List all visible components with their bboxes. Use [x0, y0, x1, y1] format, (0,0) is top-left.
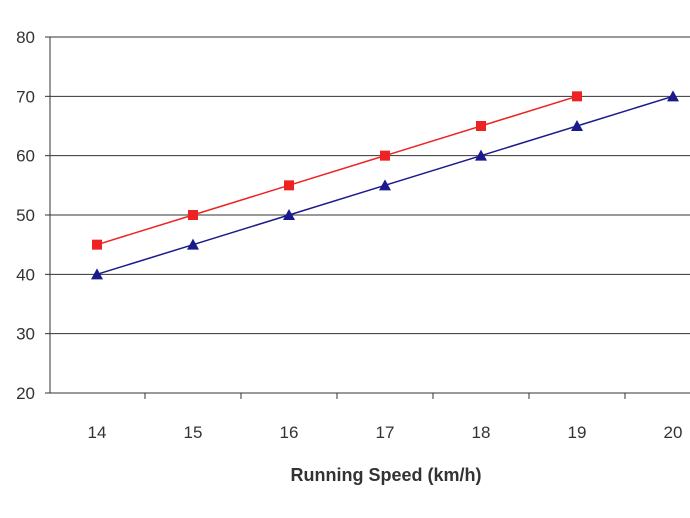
x-tick-label: 18 — [472, 423, 491, 442]
x-tick-label: 16 — [280, 423, 299, 442]
series-1 — [92, 91, 582, 250]
data-point-triangle — [283, 209, 295, 220]
y-tick-label: 30 — [16, 325, 35, 344]
data-point-triangle — [667, 90, 679, 102]
x-tick-label: 20 — [664, 423, 683, 442]
data-point-square — [92, 239, 102, 250]
y-tick-label: 80 — [16, 28, 35, 47]
data-point-square — [188, 210, 198, 220]
data-point-triangle — [571, 120, 583, 131]
data-point-square — [284, 180, 294, 191]
data-point-triangle — [187, 238, 199, 250]
series-line — [96, 95, 578, 246]
x-tick-label: 17 — [376, 423, 395, 442]
x-tick-label: 15 — [184, 423, 203, 442]
y-tick-label: 70 — [16, 87, 35, 106]
data-point-triangle — [91, 268, 103, 280]
data-point-square — [380, 150, 390, 161]
y-tick-label: 20 — [16, 384, 35, 403]
series-layer — [91, 90, 679, 280]
gridlines — [50, 36, 690, 335]
series-2 — [91, 90, 679, 280]
x-tick-labels: 14 15 16 17 18 19 20 — [88, 423, 683, 442]
data-point-triangle — [379, 179, 391, 191]
axes — [45, 36, 690, 399]
y-tick-labels: 20 30 40 50 60 70 80 — [16, 28, 35, 403]
y-tick-label: 60 — [16, 147, 35, 166]
data-point-triangle — [475, 149, 487, 161]
data-point-square — [476, 121, 486, 131]
y-tick-label: 50 — [16, 206, 35, 225]
y-tick-label: 40 — [16, 265, 35, 284]
x-tick-label: 19 — [568, 423, 587, 442]
x-tick-label: 14 — [88, 423, 107, 442]
x-axis-title: Running Speed (km/h) — [291, 465, 482, 485]
data-point-square — [572, 91, 582, 102]
